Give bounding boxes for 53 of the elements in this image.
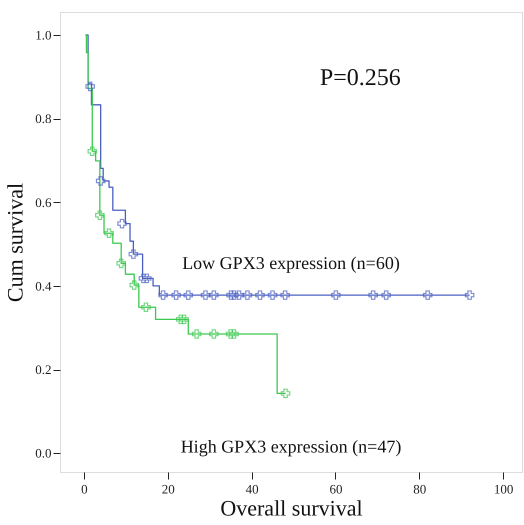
point: [226, 329, 236, 339]
point: [129, 280, 139, 290]
point: [209, 329, 219, 339]
point: [422, 290, 432, 300]
point: [255, 290, 265, 300]
point: [331, 290, 341, 300]
point: [184, 290, 194, 300]
y-tick-label: 0.0: [35, 446, 52, 461]
point: [116, 258, 126, 268]
x-axis-title: Overall survival: [220, 496, 363, 520]
y-tick-label: 1.0: [35, 28, 52, 42]
x-tick-label: 60: [329, 482, 342, 496]
point: [280, 388, 290, 398]
point: [226, 290, 236, 300]
y-tick-label: 0.2: [35, 362, 52, 378]
point: [464, 290, 474, 300]
text: High GPX3 expression (n=47): [180, 436, 402, 456]
point: [104, 228, 114, 238]
annotation: P=0.256: [320, 65, 401, 91]
point: [171, 290, 181, 300]
y-tick-label: 0.8: [35, 111, 52, 126]
point: [128, 249, 138, 259]
point: [85, 82, 95, 92]
point: [88, 146, 98, 156]
point: [158, 290, 168, 300]
y-tick-label: 0.6: [35, 194, 52, 210]
point: [242, 290, 252, 300]
point: [142, 274, 152, 284]
point: [234, 290, 244, 300]
point: [179, 314, 189, 324]
x-tick-label: 20: [162, 482, 175, 496]
x-tick-label: 80: [413, 482, 426, 496]
point: [368, 290, 378, 300]
point: [192, 329, 202, 339]
x-tick-label: 40: [246, 482, 259, 496]
point: [209, 290, 219, 300]
point: [200, 290, 210, 300]
point: [229, 290, 239, 300]
point: [138, 274, 148, 284]
point: [268, 290, 278, 300]
point: [381, 290, 391, 300]
series-label: Low GPX3 expression (n=60): [182, 253, 400, 274]
y-tick-label: 0.4: [35, 278, 52, 294]
x-tick-label: 0: [81, 482, 88, 496]
point: [141, 302, 151, 312]
point: [280, 290, 290, 300]
point: [96, 176, 106, 186]
point: [176, 314, 186, 324]
point: [95, 210, 105, 220]
point: [229, 329, 239, 339]
y-axis-title: Cum survival: [2, 182, 28, 302]
x-tick-label: 100: [494, 482, 514, 496]
point: [117, 218, 127, 228]
